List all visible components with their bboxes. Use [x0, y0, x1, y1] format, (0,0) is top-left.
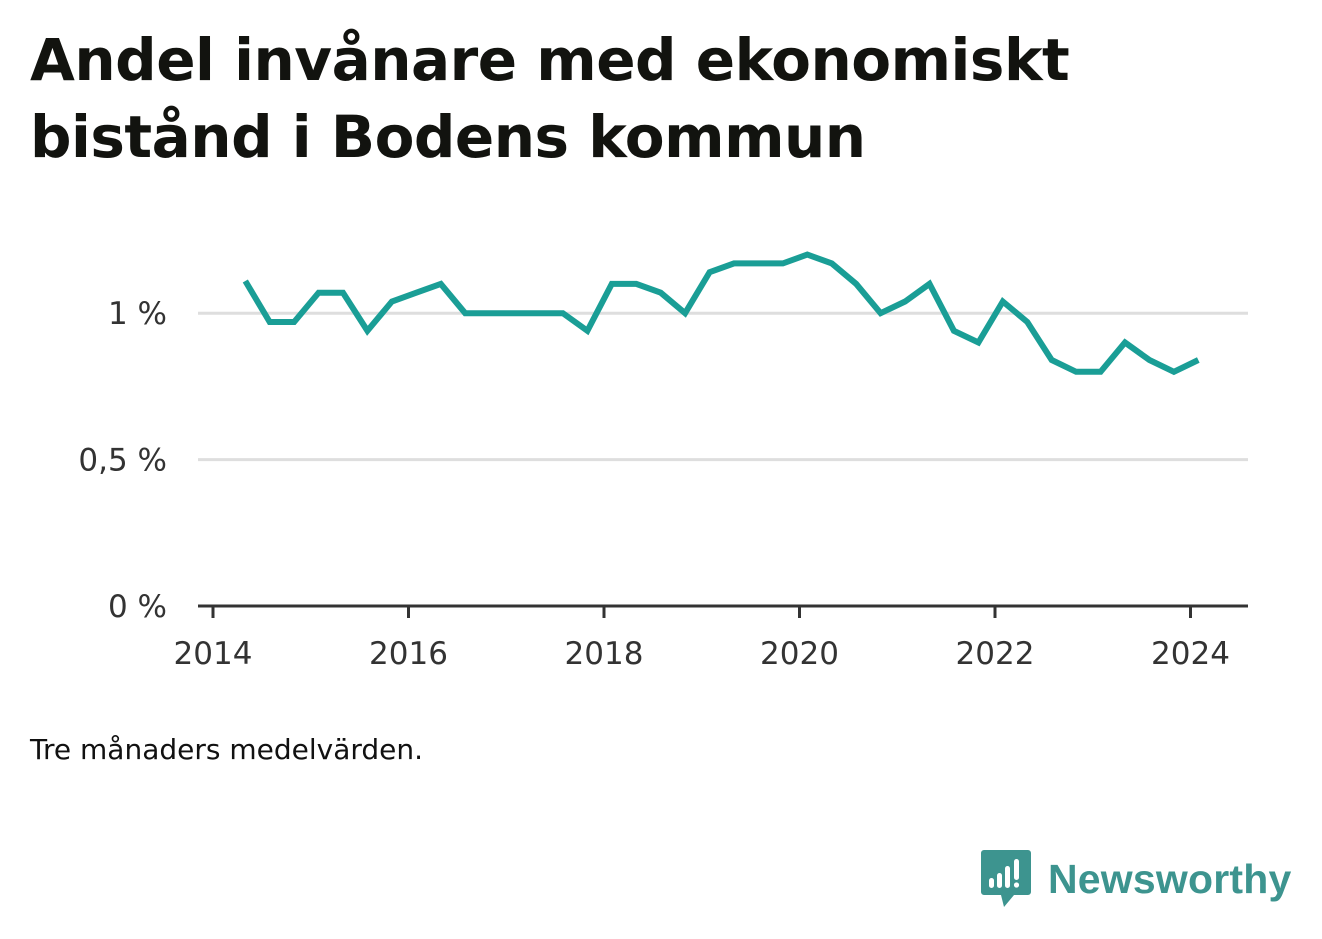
y-tick-label: 0 % — [108, 589, 167, 625]
x-tick-label: 2022 — [956, 636, 1035, 672]
x-axis: 2014 2016 2018 2020 2022 2024 — [174, 604, 1248, 672]
x-tick-label: 2024 — [1151, 636, 1230, 672]
line-chart: 0 % 0,5 % 1 % 2014 2016 2018 2020 2022 2024 — [78, 251, 1248, 672]
chart-title: Andel invånare med ekonomiskt bistånd i … — [30, 26, 1070, 171]
x-tick-label: 2016 — [369, 636, 448, 672]
brand-name: Newsworthy — [1048, 856, 1292, 902]
newsworthy-logo[interactable]: Newsworthy — [980, 848, 1292, 910]
bar-chart-speech-bubble-icon — [981, 850, 1031, 907]
series-line — [242, 251, 1200, 376]
x-tick-label: 2020 — [760, 636, 839, 672]
gridlines — [198, 311, 1248, 462]
x-tick-label: 2018 — [565, 636, 644, 672]
data-series — [242, 251, 1200, 376]
y-axis-labels: 0 % 0,5 % 1 % — [78, 296, 167, 625]
x-tick-label: 2014 — [174, 636, 253, 672]
y-tick-label: 1 % — [108, 296, 167, 332]
chart-note: Tre månaders medelvärden. — [30, 733, 424, 766]
y-tick-label: 0,5 % — [78, 443, 167, 479]
